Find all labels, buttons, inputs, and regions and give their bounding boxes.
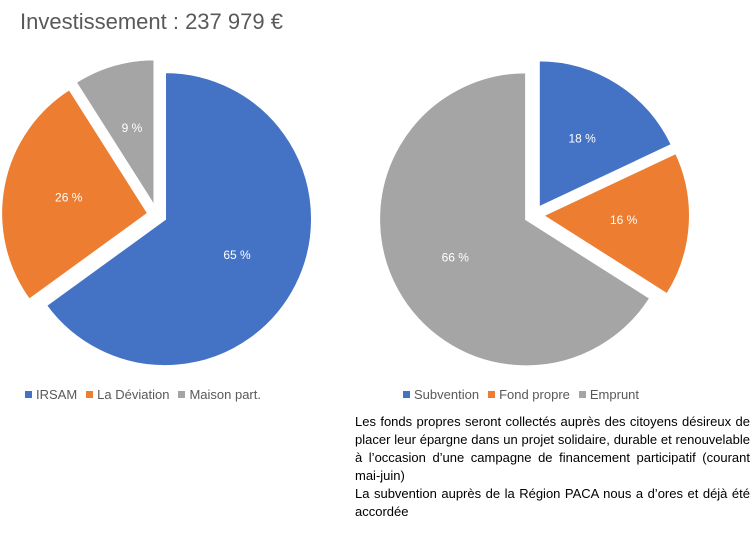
legend-investment: IRSAM La Déviation Maison part. [25,385,261,403]
legend-label: Subvention [414,386,480,402]
legend-label: Maison part. [189,386,261,402]
legend-swatch [25,390,32,398]
legend-funding: Subvention Fond propre Emprunt [403,385,639,403]
note-paragraph-subsidy: La subvention auprès de la Région PACA n… [355,486,750,519]
legend-swatch [488,390,496,398]
pie-slice-subvention [537,59,674,209]
data-label-maison-part: 9 % [122,121,143,135]
legend-item-subvention: Subvention [403,387,479,402]
legend-label: Fond propre [499,386,570,402]
legend-label: La Déviation [97,386,170,402]
note-paragraph-own-funds: Les fonds propres seront collectés auprè… [355,414,750,483]
pie-slice-maison-part [74,58,156,210]
pie-chart-investment: 65 % 26 % 9 % [0,58,314,368]
pie-slice-irsam [44,71,314,368]
legend-item-maison-part: Maison part. [178,387,261,402]
legend-item-irsam: IRSAM [25,387,77,402]
data-label-emprunt: 66 % [442,250,470,264]
legend-swatch [403,390,410,398]
data-label-irsam: 65 % [223,248,251,262]
data-label-la-deviation: 26 % [55,190,83,204]
legend-item-la-deviation: La Déviation [86,387,169,402]
data-label-fond-propre: 16 % [610,213,638,227]
legend-item-emprunt: Emprunt [578,386,640,402]
pie-chart-funding: 18 % 16 % 66 % [378,59,691,368]
legend-swatch [86,390,94,398]
pie-slice-emprunt [378,71,652,368]
legend-label: Emprunt [589,386,640,402]
data-label-subvention: 18 % [568,131,596,145]
pie-slice-la-deviation [0,87,150,302]
legend-swatch [578,390,586,398]
legend-swatch [178,390,186,398]
legend-label: IRSAM [36,386,78,402]
funding-note: Les fonds propres seront collectés auprè… [355,413,750,521]
pie-slice-fond-propre [540,151,691,296]
legend-item-fond-propre: Fond propre [488,387,570,402]
chart-title: Investissement : 237 979 € [20,9,283,34]
